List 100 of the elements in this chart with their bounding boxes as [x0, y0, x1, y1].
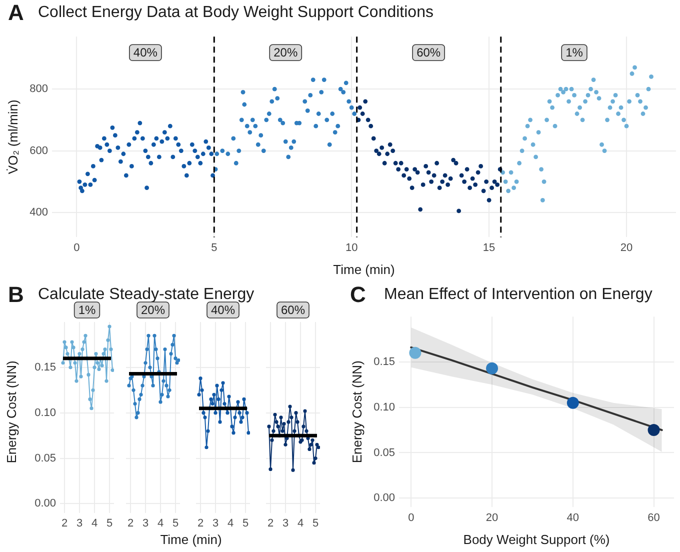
point [107, 148, 112, 153]
point [86, 372, 90, 376]
point [547, 99, 552, 104]
point [156, 356, 160, 360]
point [232, 431, 236, 435]
point [481, 188, 486, 194]
point [310, 438, 314, 442]
point [580, 118, 585, 122]
point [121, 152, 126, 156]
point [566, 396, 579, 409]
point [214, 152, 220, 156]
point [294, 411, 298, 415]
point [248, 130, 252, 134]
x-tick-label: 15 [482, 242, 496, 254]
point [90, 164, 96, 168]
point [178, 148, 184, 153]
point [486, 362, 498, 374]
point [284, 442, 288, 446]
point [322, 78, 326, 82]
text: C [350, 282, 366, 308]
point [82, 182, 88, 187]
point [102, 352, 106, 356]
point [154, 136, 159, 141]
x-tick-label: 2 [61, 517, 68, 530]
point [272, 86, 277, 92]
point [398, 160, 404, 166]
point [82, 340, 86, 344]
chart-subtitle: 20% [140, 302, 166, 317]
point [446, 182, 450, 187]
point [92, 366, 96, 370]
point [366, 118, 370, 122]
x-tick-label: 5 [172, 517, 179, 530]
point [233, 416, 237, 420]
point [420, 182, 426, 187]
point [635, 93, 640, 98]
point [77, 179, 82, 184]
point [90, 406, 94, 410]
point [492, 179, 497, 184]
point [503, 179, 508, 184]
point [508, 170, 514, 175]
point [556, 93, 560, 98]
point [62, 340, 66, 344]
y-tick-label: 800 [30, 83, 48, 96]
point [363, 99, 368, 104]
point [195, 154, 200, 160]
point [454, 160, 458, 166]
annotation: 60% [416, 45, 441, 60]
point [627, 99, 632, 104]
point [272, 429, 276, 433]
point [78, 186, 84, 190]
point [630, 71, 634, 76]
point [215, 384, 219, 388]
x-tick-label: 4 [91, 517, 98, 530]
annotation: 40% [133, 45, 158, 60]
y-tick-label: 0.05 [34, 452, 56, 464]
point [315, 442, 319, 446]
point [278, 118, 282, 122]
point [174, 356, 178, 360]
x-tick-label: 5 [211, 242, 218, 254]
point [218, 420, 222, 424]
point [127, 384, 131, 388]
point [136, 411, 140, 415]
point [160, 392, 164, 396]
chart-title: Collect Energy Data at Body Weight Support Conditions [38, 4, 434, 22]
x-tick-label: 5 [242, 517, 249, 530]
point [209, 397, 213, 402]
point [236, 400, 240, 404]
point [220, 388, 224, 392]
point [253, 124, 258, 128]
point [140, 384, 144, 388]
text: A [8, 0, 24, 26]
text: B [8, 282, 24, 308]
y-tick-label: 400 [30, 206, 48, 219]
point [534, 154, 538, 160]
y-axis-title: V̇O₂ (ml/min) [5, 100, 20, 174]
point [610, 99, 615, 104]
point [490, 186, 494, 190]
point [133, 402, 137, 406]
point [648, 424, 660, 436]
point [478, 164, 484, 168]
y-tick-label: 0.00 [374, 492, 396, 504]
point [495, 182, 500, 187]
chart-subtitle: 60% [280, 302, 306, 317]
point [644, 105, 648, 110]
point [204, 446, 208, 450]
point [456, 208, 462, 214]
y-tick-label: 0.10 [34, 406, 56, 419]
point [163, 347, 167, 352]
point [415, 170, 420, 175]
point [410, 186, 414, 190]
point [338, 86, 343, 92]
point [396, 167, 401, 172]
point [530, 142, 536, 147]
point [146, 154, 150, 160]
point [336, 124, 340, 128]
point [175, 361, 179, 365]
y-axis-title: Energy Cost (NN) [4, 360, 19, 464]
point [451, 158, 456, 162]
point [104, 379, 108, 383]
point [240, 416, 244, 420]
